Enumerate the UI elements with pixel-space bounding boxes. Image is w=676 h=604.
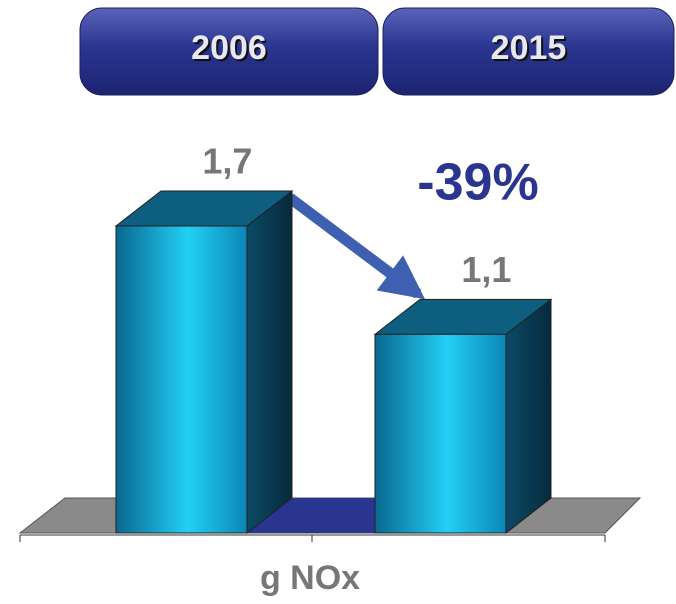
category-tab: [79, 7, 379, 96]
bar: [374, 333, 507, 534]
value-label: 1,7: [202, 140, 252, 181]
bar-side: [246, 189, 293, 535]
x-axis-label: g NOx: [260, 559, 360, 597]
annotation: -39%: [417, 154, 538, 212]
arrow: [286, 193, 426, 300]
category-label: 2015: [491, 29, 567, 67]
category-label-shadow: 2015: [493, 31, 569, 69]
bar: [115, 225, 248, 534]
category-label: 2006: [191, 29, 267, 67]
category-tab: [382, 7, 675, 96]
bar-side: [505, 298, 552, 535]
value-label: 1,1: [461, 249, 511, 290]
category-label-shadow: 2006: [193, 31, 269, 69]
